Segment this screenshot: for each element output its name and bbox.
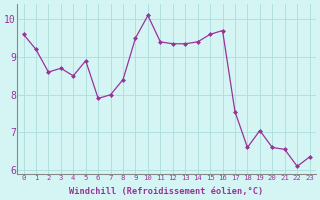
X-axis label: Windchill (Refroidissement éolien,°C): Windchill (Refroidissement éolien,°C) <box>69 187 264 196</box>
